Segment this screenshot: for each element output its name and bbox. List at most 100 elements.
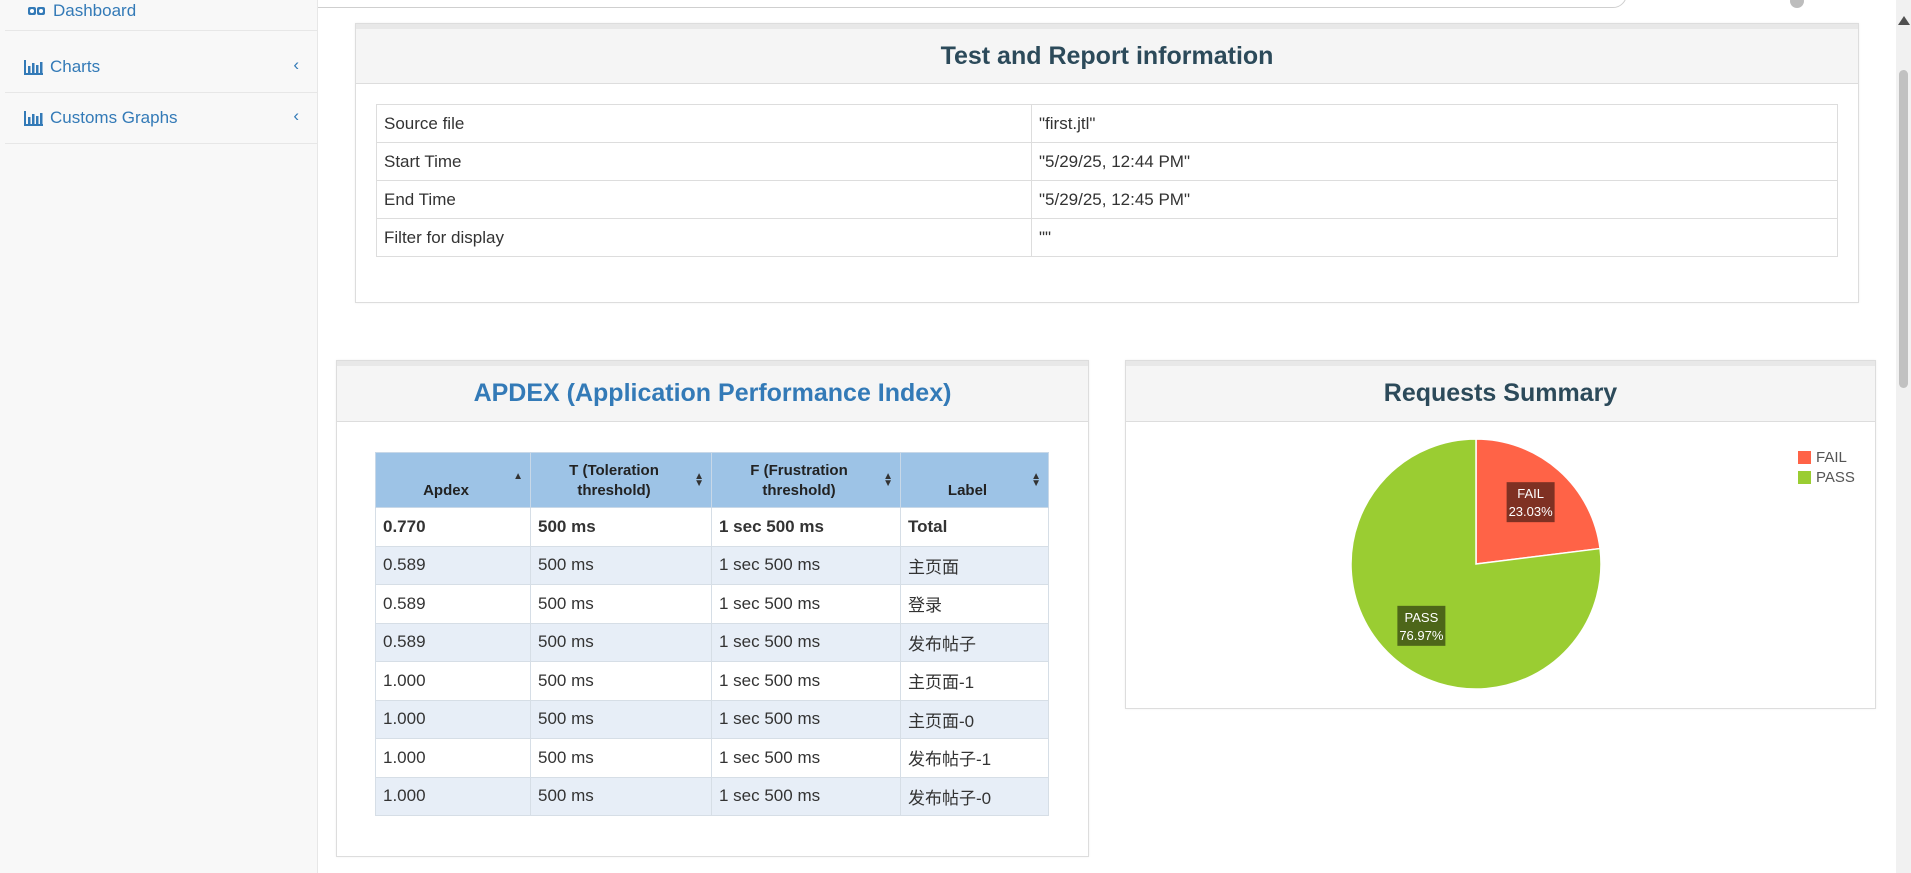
chevron-left-icon[interactable]: ‹ [293, 106, 299, 125]
column-header-toleration[interactable]: T (Toleration threshold) ▲ ▼ [530, 452, 712, 508]
vertical-scrollbar[interactable] [1896, 0, 1911, 873]
table-row: 1.000 500 ms 1 sec 500 ms 主页面-1 [375, 661, 1049, 701]
pie-label-text: 23.03% [1509, 504, 1554, 519]
pie-label-background [1506, 482, 1555, 523]
address-bar[interactable] [110, 0, 1627, 8]
info-label: Source file [376, 104, 1032, 143]
toleration-value: 500 ms [530, 584, 712, 624]
pie-label-pass: PASS 76.97% [1397, 605, 1446, 646]
sort-icon: ▲ ▼ [694, 471, 704, 489]
info-label: Start Time [376, 142, 1032, 181]
info-label: Filter for display [376, 218, 1032, 257]
apdex-value: 0.589 [375, 584, 531, 624]
column-header-label[interactable]: Label ▲ ▼ [900, 452, 1049, 508]
pie-label-text: PASS [1405, 610, 1439, 625]
info-value: "5/29/25, 12:44 PM" [1031, 142, 1838, 181]
toleration-value: 500 ms [530, 622, 712, 662]
table-row: 0.589 500 ms 1 sec 500 ms 主页面 [375, 545, 1049, 585]
apdex-panel: APDEX (Application Performance Index) Ap… [336, 360, 1089, 857]
chevron-left-icon[interactable]: ‹ [293, 55, 299, 74]
table-row: Start Time "5/29/25, 12:44 PM" [376, 142, 1838, 181]
toleration-value: 500 ms [530, 661, 712, 701]
label-value: 发布帖子-0 [900, 776, 1049, 816]
header-label: threshold) [577, 482, 651, 499]
legend-item-fail[interactable]: FAIL [1798, 447, 1855, 467]
legend-item-pass[interactable]: PASS [1798, 467, 1855, 487]
pie-label-text: FAIL [1517, 486, 1544, 501]
table-row: Source file "first.jtl" [376, 104, 1838, 143]
legend-label: FAIL [1816, 448, 1847, 466]
sidebar-item-customs-graphs[interactable]: Customs Graphs ‹ [5, 93, 317, 144]
apdex-value: 1.000 [375, 699, 531, 739]
apdex-value: 0.770 [375, 507, 531, 547]
sort-icon: ▲ ▼ [1031, 471, 1041, 489]
sort-icon: ▲ ▼ [883, 471, 893, 489]
table-header-row: Apdex ▲ T (Toleration threshold) ▲ ▼ F (F… [375, 452, 1049, 508]
sidebar-item-label: Customs Graphs [50, 108, 178, 127]
report-info-panel: Test and Report information Source file … [355, 23, 1859, 303]
report-info-title: Test and Report information [356, 24, 1858, 84]
frustration-value: 1 sec 500 ms [711, 776, 901, 816]
sidebar-item-dashboard[interactable]: Dashboard [5, 0, 317, 31]
frustration-value: 1 sec 500 ms [711, 622, 901, 662]
label-value: 发布帖子-1 [900, 738, 1049, 778]
column-header-frustration[interactable]: F (Frustration threshold) ▲ ▼ [711, 452, 901, 508]
toleration-value: 500 ms [530, 738, 712, 778]
apdex-title[interactable]: APDEX (Application Performance Index) [337, 361, 1088, 422]
sidebar-item-charts[interactable]: Charts ‹ [5, 42, 317, 93]
frustration-value: 1 sec 500 ms [711, 661, 901, 701]
apdex-value: 0.589 [375, 622, 531, 662]
bar-chart-icon [24, 60, 43, 75]
frustration-value: 1 sec 500 ms [711, 507, 901, 547]
frustration-value: 1 sec 500 ms [711, 738, 901, 778]
frustration-value: 1 sec 500 ms [711, 699, 901, 739]
report-info-table: Source file "first.jtl" Start Time "5/29… [376, 104, 1838, 257]
table-row: 0.589 500 ms 1 sec 500 ms 登录 [375, 584, 1049, 624]
label-value: 主页面-1 [900, 661, 1049, 701]
label-value: 发布帖子 [900, 622, 1049, 662]
sort-ascending-icon: ▲ [513, 471, 523, 482]
sidebar-item-label: Charts [50, 57, 101, 76]
dashboard-icon [28, 7, 45, 15]
apdex-value: 1.000 [375, 661, 531, 701]
requests-summary-panel: Requests Summary FAIL 23.03% PASS 76.97% FA… [1125, 360, 1876, 709]
header-label: T (Toleration [569, 462, 659, 479]
apdex-value: 0.589 [375, 545, 531, 585]
toleration-value: 500 ms [530, 699, 712, 739]
frustration-value: 1 sec 500 ms [711, 545, 901, 585]
legend-label: PASS [1816, 468, 1855, 486]
label-value: 登录 [900, 584, 1049, 624]
pie-label-fail: FAIL 23.03% [1506, 482, 1555, 523]
info-value: "first.jtl" [1031, 104, 1838, 143]
profile-icon[interactable] [1790, 0, 1804, 8]
toleration-value: 500 ms [530, 545, 712, 585]
table-row: 0.589 500 ms 1 sec 500 ms 发布帖子 [375, 622, 1049, 662]
toleration-value: 500 ms [530, 776, 712, 816]
column-header-apdex[interactable]: Apdex ▲ [375, 452, 531, 508]
info-value: "" [1031, 218, 1838, 257]
chart-legend: FAIL PASS [1798, 447, 1855, 487]
table-row: Filter for display "" [376, 218, 1838, 257]
frustration-value: 1 sec 500 ms [711, 584, 901, 624]
legend-swatch [1798, 470, 1811, 484]
pie-label-text: 76.97% [1399, 628, 1444, 643]
apdex-value: 1.000 [375, 738, 531, 778]
header-label: Label [947, 482, 988, 499]
scroll-up-arrow-icon[interactable] [1898, 16, 1910, 25]
info-label: End Time [376, 180, 1032, 219]
sidebar-item-label: Dashboard [53, 1, 137, 20]
requests-summary-pie-chart: FAIL 23.03% PASS 76.97% [1350, 438, 1602, 690]
pie-label-background [1397, 605, 1446, 646]
legend-swatch [1798, 450, 1811, 464]
label-value: Total [900, 507, 1049, 547]
info-value: "5/29/25, 12:45 PM" [1031, 180, 1838, 219]
bar-chart-icon [24, 111, 43, 126]
label-value: 主页面-0 [900, 699, 1049, 739]
table-row: 1.000 500 ms 1 sec 500 ms 发布帖子-1 [375, 738, 1049, 778]
scrollbar-thumb[interactable] [1899, 70, 1908, 388]
toleration-value: 500 ms [530, 507, 712, 547]
sidebar: Dashboard Charts ‹ Customs Graphs ‹ [0, 0, 318, 873]
requests-summary-title: Requests Summary [1126, 361, 1875, 422]
table-row: 1.000 500 ms 1 sec 500 ms 发布帖子-0 [375, 776, 1049, 816]
table-row: End Time "5/29/25, 12:45 PM" [376, 180, 1838, 219]
